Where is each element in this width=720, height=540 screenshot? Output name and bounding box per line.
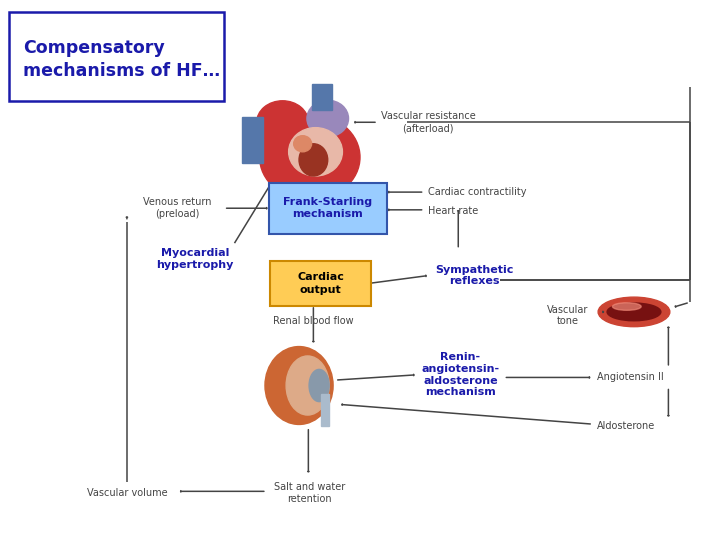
Text: Renin-
angiotensin-
aldosterone
mechanism: Renin- angiotensin- aldosterone mechanis… <box>421 353 500 397</box>
Ellipse shape <box>265 347 333 424</box>
Text: Venous return
(preload): Venous return (preload) <box>143 198 212 219</box>
Ellipse shape <box>286 356 329 415</box>
Text: Cardiac contractility: Cardiac contractility <box>428 187 526 197</box>
Text: Cardiac
output: Cardiac output <box>297 272 344 295</box>
FancyBboxPatch shape <box>269 183 387 234</box>
Text: Frank-Starling
mechanism: Frank-Starling mechanism <box>283 197 372 219</box>
FancyBboxPatch shape <box>320 394 329 426</box>
Ellipse shape <box>294 136 312 152</box>
Text: Salt and water
retention: Salt and water retention <box>274 482 346 504</box>
Text: Myocardial
hypertrophy: Myocardial hypertrophy <box>156 248 234 270</box>
FancyBboxPatch shape <box>312 84 332 110</box>
Ellipse shape <box>299 144 328 176</box>
Ellipse shape <box>598 297 670 327</box>
Ellipse shape <box>260 114 360 200</box>
Text: Aldosterone: Aldosterone <box>597 421 655 431</box>
Text: Angiotensin II: Angiotensin II <box>597 373 663 382</box>
Ellipse shape <box>257 101 308 144</box>
Text: Heart rate: Heart rate <box>428 206 478 216</box>
Text: Compensatory
mechanisms of HF…: Compensatory mechanisms of HF… <box>23 38 220 80</box>
FancyBboxPatch shape <box>270 261 371 306</box>
Text: Renal blood flow: Renal blood flow <box>273 316 354 326</box>
Text: Vascular resistance
(afterload): Vascular resistance (afterload) <box>381 111 475 133</box>
Text: Vascular volume: Vascular volume <box>86 488 167 498</box>
Text: Vascular
tone: Vascular tone <box>547 305 589 327</box>
Ellipse shape <box>613 303 641 310</box>
FancyBboxPatch shape <box>9 12 224 101</box>
Text: Sympathetic
reflexes: Sympathetic reflexes <box>436 265 514 286</box>
Ellipse shape <box>307 100 348 137</box>
Ellipse shape <box>289 127 343 176</box>
Ellipse shape <box>309 369 329 402</box>
Polygon shape <box>292 192 328 208</box>
FancyBboxPatch shape <box>242 117 264 163</box>
Ellipse shape <box>607 303 661 321</box>
